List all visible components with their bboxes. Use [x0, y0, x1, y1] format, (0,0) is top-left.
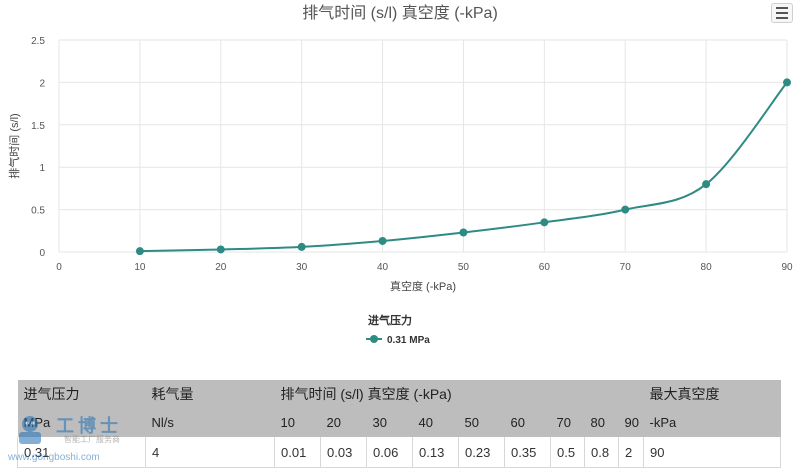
data-point [216, 245, 225, 254]
chart-menu-button[interactable] [771, 3, 793, 23]
cell-exhaust-time: 0.13 [412, 437, 459, 468]
vacuum-level-cell: 60 [504, 408, 551, 437]
cell-exhaust-time: 0.06 [366, 437, 413, 468]
cell-exhaust-time: 0.03 [320, 437, 367, 468]
cell-exhaust-time: 0.5 [550, 437, 585, 468]
header-air-consumption: 耗气量 [145, 380, 275, 408]
y-tick-label: 1.5 [31, 121, 45, 132]
x-tick-label: 40 [377, 262, 389, 273]
data-point [135, 247, 144, 256]
vacuum-level-cell: 70 [550, 408, 585, 437]
y-tick-label: 0.5 [31, 206, 45, 217]
cell-exhaust-time: 0.01 [274, 437, 321, 468]
vacuum-level-cell: 80 [584, 408, 619, 437]
hamburger-menu-icon-bar [776, 17, 788, 19]
header-intake-pressure: 进气压力 [17, 380, 146, 408]
x-tick-label: 50 [458, 262, 470, 273]
data-point [702, 180, 711, 189]
legend-item-label: 0.31 MPa [387, 335, 430, 346]
y-tick-label: 2 [39, 78, 45, 89]
x-tick-label: 10 [134, 262, 146, 273]
x-axis-label: 真空度 (-kPa) [390, 279, 456, 293]
y-axis-label: 排气时间 (s/l) [7, 113, 21, 178]
series-line [139, 81, 788, 253]
cell-exhaust-time: 0.8 [584, 437, 619, 468]
cell-exhaust-time: 0.23 [458, 437, 505, 468]
hamburger-menu-icon [776, 7, 788, 9]
cell-intake-pressure: 0.31 [17, 437, 146, 468]
data-point [540, 218, 549, 227]
x-tick-label: 80 [701, 262, 713, 273]
y-tick-label: 2.5 [31, 36, 45, 47]
vacuum-level-cell: 10 [274, 408, 321, 437]
vacuum-level-cell: 90 [618, 408, 644, 437]
unit-air-consumption: Nl/s [145, 408, 275, 437]
data-point [297, 242, 306, 251]
unit-max-vacuum: -kPa [643, 408, 781, 437]
data-point [459, 228, 468, 237]
x-tick-label: 30 [296, 262, 308, 273]
x-tick-label: 0 [56, 262, 62, 273]
data-point [621, 205, 630, 214]
x-tick-label: 60 [539, 262, 551, 273]
legend-title: 进气压力 [368, 313, 412, 327]
y-tick-label: 1 [39, 163, 45, 174]
data-point [378, 236, 387, 245]
vacuum-level-cell: 40 [412, 408, 459, 437]
table-row: 0.31 4 0.01 0.03 0.06 0.13 0.23 0.35 0.5… [17, 437, 782, 468]
legend-swatch-marker [370, 335, 378, 343]
cell-exhaust-time: 0.35 [504, 437, 551, 468]
vacuum-level-cell: 30 [366, 408, 413, 437]
unit-intake-pressure: MPa [17, 408, 146, 437]
y-tick-label: 0 [39, 248, 45, 259]
x-tick-label: 70 [620, 262, 632, 273]
header-exhaust-time: 排气时间 (s/l) 真空度 (-kPa) [274, 380, 644, 408]
vacuum-level-cell: 50 [458, 408, 505, 437]
spec-table: 进气压力 耗气量 排气时间 (s/l) 真空度 (-kPa) 最大真空度 MPa… [17, 380, 782, 468]
table-unit-row: MPa Nl/s 10 20 30 40 50 60 70 80 90 -kPa [17, 408, 781, 437]
data-point [783, 78, 791, 87]
vacuum-level-cell: 20 [320, 408, 367, 437]
x-tick-label: 90 [781, 262, 793, 273]
cell-exhaust-time: 2 [618, 437, 645, 468]
chart-title: 排气时间 (s/l) 真空度 (-kPa) [302, 4, 498, 22]
cell-max-vacuum: 90 [643, 437, 782, 468]
cell-air-consumption: 4 [145, 437, 275, 468]
chart-area: 0 0.5 1 1.5 2 2.5 0 10 20 30 40 50 60 70 80 90 排气时间 (s/l… [7, 3, 793, 346]
x-tick-label: 20 [215, 262, 227, 273]
hamburger-menu-icon-bar [776, 12, 788, 14]
line-chart: 0 0.5 1 1.5 2 2.5 0 10 20 30 40 50 60 70 80 90 排气时间 (s/l… [7, 4, 793, 346]
table-header-row: 进气压力 耗气量 排气时间 (s/l) 真空度 (-kPa) 最大真空度 [17, 380, 781, 408]
header-max-vacuum: 最大真空度 [643, 380, 781, 408]
